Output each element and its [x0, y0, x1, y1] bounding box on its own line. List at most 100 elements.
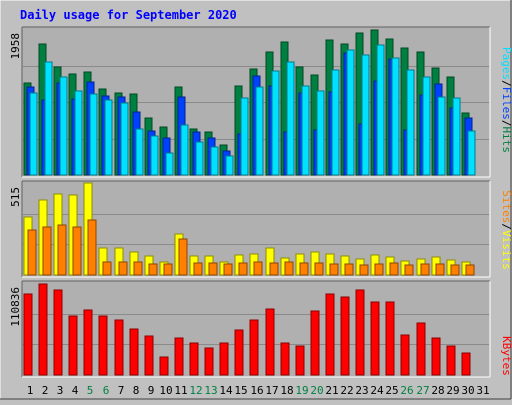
panel-visits_sites: 515 — [9, 180, 491, 278]
x-tick-label: 13 — [204, 384, 217, 397]
bar-kbytes-day-29 — [446, 345, 456, 376]
x-tick-label: 4 — [72, 384, 79, 397]
x-tick-label: 2 — [42, 384, 49, 397]
bar-sites-day-19 — [299, 262, 309, 276]
bar-pages-day-21 — [331, 69, 340, 176]
bar-kbytes-day-14 — [219, 342, 229, 376]
x-tick-label: 26 — [400, 384, 413, 397]
bar-pages-day-1 — [29, 92, 38, 176]
bar-kbytes-day-4 — [68, 315, 78, 376]
x-tick-label: 22 — [340, 384, 353, 397]
x-tick-label: 30 — [461, 384, 474, 397]
chart-panels: 1958 515 110836 — [9, 26, 491, 378]
y-max-label: 110836 — [9, 287, 22, 327]
bar-sites-day-23 — [359, 264, 369, 276]
bar-sites-day-6 — [102, 261, 112, 276]
x-tick-label: 23 — [355, 384, 368, 397]
y-max-label: 515 — [9, 187, 22, 207]
x-tick-label: 31 — [476, 384, 489, 397]
bar-sites-day-27 — [420, 263, 430, 276]
bar-sites-day-15 — [238, 262, 248, 276]
bar-kbytes-day-1 — [23, 293, 33, 376]
bar-pages-day-2 — [44, 61, 53, 176]
bar-sites-day-24 — [374, 263, 384, 276]
x-tick-label: 9 — [148, 384, 155, 397]
bar-kbytes-day-20 — [310, 310, 320, 376]
series-kbytes — [23, 283, 471, 376]
x-tick-label: 15 — [234, 384, 247, 397]
x-tick-label: 16 — [250, 384, 263, 397]
bar-kbytes-day-21 — [325, 293, 335, 376]
bar-sites-day-1 — [27, 229, 37, 276]
bar-pages-day-27 — [422, 76, 431, 176]
bar-sites-day-28 — [435, 263, 445, 276]
bar-pages-day-9 — [150, 135, 159, 176]
bar-pages-day-7 — [120, 102, 129, 176]
bar-kbytes-day-27 — [416, 322, 426, 376]
bar-sites-day-14 — [223, 263, 233, 276]
bar-pages-day-17 — [271, 70, 280, 176]
bar-kbytes-day-17 — [265, 308, 275, 376]
bar-kbytes-day-25 — [385, 301, 395, 376]
bar-pages-day-25 — [391, 57, 400, 176]
bar-sites-day-11 — [178, 238, 188, 276]
bar-kbytes-day-11 — [174, 337, 184, 376]
bar-sites-day-8 — [133, 261, 143, 276]
bar-kbytes-day-9 — [144, 335, 154, 376]
bar-kbytes-day-8 — [129, 328, 139, 376]
bar-pages-day-24 — [376, 44, 385, 176]
x-tick-label: 20 — [310, 384, 323, 397]
legend-pages-files-hits: Pages/Files/Hits — [500, 47, 512, 153]
x-tick-label: 8 — [133, 384, 140, 397]
x-tick-label: 25 — [385, 384, 398, 397]
bar-pages-day-13 — [210, 146, 219, 176]
x-tick-label: 6 — [103, 384, 110, 397]
x-tick-label: 18 — [280, 384, 293, 397]
bar-kbytes-day-3 — [53, 289, 63, 376]
bar-kbytes-day-30 — [461, 352, 471, 376]
bar-pages-day-16 — [255, 86, 264, 176]
x-tick-label: 11 — [174, 384, 187, 397]
bar-kbytes-day-16 — [249, 319, 259, 376]
x-tick-label: 27 — [416, 384, 429, 397]
bar-pages-day-22 — [346, 49, 355, 176]
bar-pages-day-30 — [467, 130, 476, 176]
bar-kbytes-day-23 — [355, 289, 365, 376]
bar-pages-day-28 — [437, 96, 446, 176]
bar-sites-day-29 — [450, 264, 460, 276]
x-tick-label: 14 — [219, 384, 233, 397]
panel-kbytes: 110836 — [9, 280, 491, 378]
x-tick-label: 10 — [159, 384, 172, 397]
bar-sites-day-7 — [118, 261, 128, 276]
bar-pages-day-19 — [301, 85, 310, 176]
bar-kbytes-day-24 — [370, 301, 380, 376]
bar-kbytes-day-13 — [204, 347, 214, 376]
bar-kbytes-day-28 — [431, 337, 441, 376]
chart-title: Daily usage for September 2020 — [20, 8, 237, 22]
bar-pages-day-23 — [361, 54, 370, 176]
bar-sites-day-5 — [87, 219, 97, 276]
bar-kbytes-day-22 — [340, 296, 350, 376]
bar-kbytes-day-18 — [280, 342, 290, 376]
x-tick-label: 5 — [87, 384, 94, 397]
bar-sites-day-16 — [253, 261, 263, 276]
bar-pages-day-10 — [165, 152, 174, 176]
bar-pages-day-29 — [452, 97, 461, 176]
bar-pages-day-8 — [135, 128, 144, 176]
bar-sites-day-2 — [42, 226, 52, 276]
x-tick-label: 28 — [431, 384, 444, 397]
bar-sites-day-12 — [193, 262, 203, 276]
bar-sites-day-30 — [465, 264, 475, 276]
y-max-label: 1958 — [9, 33, 22, 60]
x-tick-label: 29 — [446, 384, 459, 397]
x-tick-label: 7 — [118, 384, 125, 397]
bar-kbytes-day-6 — [98, 315, 108, 376]
bar-sites-day-9 — [148, 263, 158, 276]
bar-sites-day-10 — [163, 263, 173, 276]
legend-kbytes: KBytes — [500, 336, 512, 376]
bar-sites-day-21 — [329, 263, 339, 276]
bar-pages-day-20 — [316, 90, 325, 176]
bar-sites-day-4 — [72, 226, 82, 276]
